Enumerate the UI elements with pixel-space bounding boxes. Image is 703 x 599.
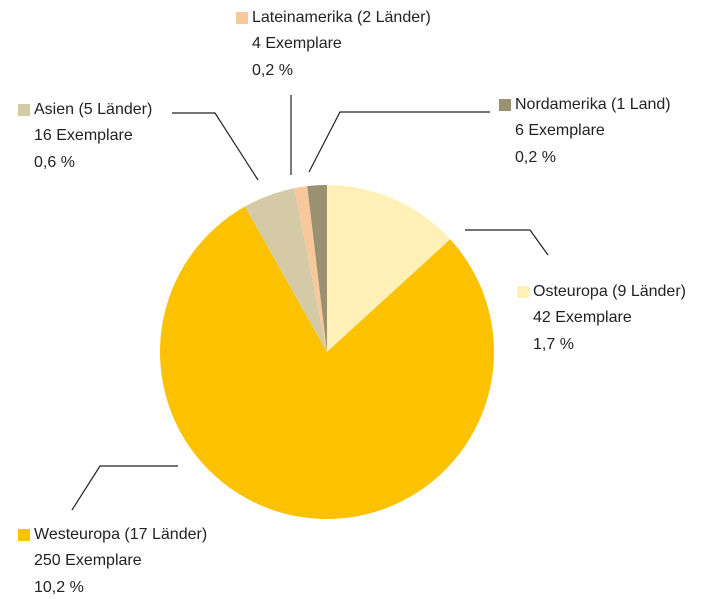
value-label: 42 Exemplare <box>533 309 632 326</box>
percentage-label: 1,7 % <box>533 336 574 353</box>
slice-label: Westeuropa (17 Länder) <box>34 526 207 543</box>
legend-swatch <box>18 529 30 541</box>
pie-slice <box>307 185 327 352</box>
percentage-label: 0,2 % <box>252 62 293 79</box>
value-label: 4 Exemplare <box>252 35 342 52</box>
percentage-label: 10,2 % <box>34 579 84 596</box>
pie-slice <box>294 186 327 352</box>
leader-line <box>172 112 259 181</box>
pie-slice <box>160 206 495 519</box>
value-label: 16 Exemplare <box>34 127 133 144</box>
leader-line <box>465 229 549 256</box>
slice-label: Asien (5 Länder) <box>34 101 152 118</box>
legend-swatch <box>18 104 30 116</box>
value-label: 6 Exemplare <box>515 122 605 139</box>
legend-swatch <box>236 12 248 24</box>
percentage-label: 0,2 % <box>515 149 556 166</box>
slice-label: Nordamerika (1 Land) <box>515 96 671 113</box>
legend-swatch <box>499 99 511 111</box>
pie-slice <box>327 185 451 352</box>
legend-swatch <box>517 286 529 298</box>
leader-line <box>308 111 490 173</box>
value-label: 250 Exemplare <box>34 552 142 569</box>
percentage-label: 0,6 % <box>34 154 75 171</box>
pie-slice <box>244 188 327 352</box>
slice-label: Osteuropa (9 Länder) <box>533 283 686 300</box>
slice-label: Lateinamerika (2 Länder) <box>252 9 431 26</box>
leader-line <box>71 465 178 511</box>
